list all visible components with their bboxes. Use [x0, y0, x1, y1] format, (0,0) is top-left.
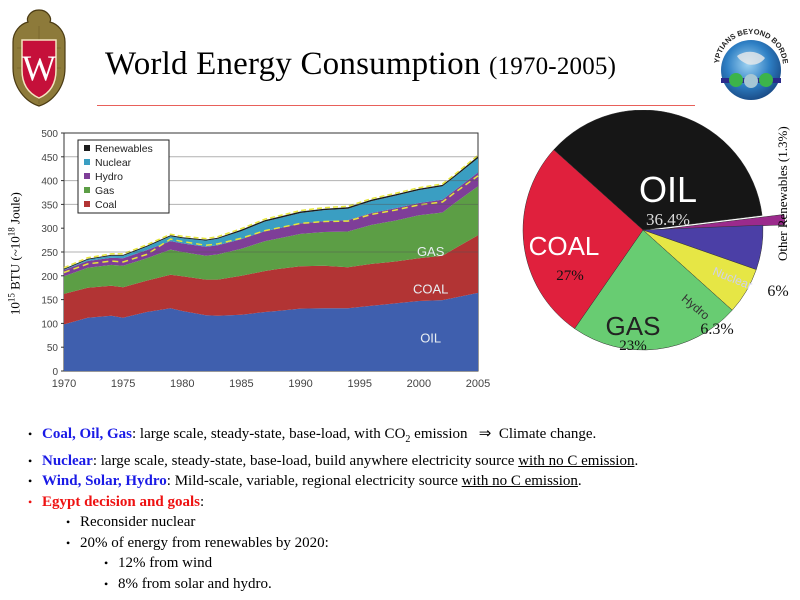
bullet-head: Nuclear — [42, 452, 93, 469]
bullet-fossil: • Coal, Oil, Gas: large scale, steady-sta… — [28, 424, 798, 451]
bullet-head: Wind, Solar, Hydro — [42, 473, 167, 489]
stacked-area-chart: 0 50 100 150 200 250 300 350 400 450 500 1970 1975 19… — [41, 129, 490, 390]
annotation-coal: COAL — [413, 281, 448, 296]
legend-swatch-nuclear — [84, 159, 90, 165]
bullet-text: 20% of energy from renewables by 2020: — [80, 534, 329, 551]
other-renewables-label: Other Renewables (1.3%) — [775, 126, 790, 261]
co2-subscript: 2 — [405, 434, 411, 445]
y-tick-label: 300 — [41, 224, 58, 235]
legend-swatch-renewables — [84, 145, 90, 151]
bullet-text: : — [199, 493, 205, 510]
x-tick-label: 1970 — [52, 378, 76, 390]
title-text: World Energy Consumption — [105, 46, 481, 82]
legend-label-hydro: Hydro — [95, 171, 123, 183]
bullet-dot: • — [28, 474, 33, 488]
bullet-text: emission — [410, 426, 468, 442]
y-tick-label: 350 — [41, 200, 58, 211]
sub-sub-bullet: • 12% from wind — [28, 553, 798, 574]
fossil-envelope-line — [63, 175, 479, 274]
implies-arrow-icon: ⇒ — [478, 426, 492, 442]
y-tick-label: 200 — [41, 272, 58, 283]
x-tick-label: 2000 — [407, 378, 431, 390]
bullet-head: Egypt decision and goals — [42, 493, 200, 510]
university-crest-logo: W — [12, 9, 66, 107]
x-tick-label: 2005 — [466, 378, 490, 390]
pie-label-coal: COAL — [529, 231, 600, 261]
pie-pct-hydro: 6.3% — [700, 321, 733, 338]
bullet-text: : large scale, steady-state, base-load, … — [92, 452, 519, 469]
bullet-egypt: • Egypt decision and goals: — [28, 492, 798, 513]
bullet-dot: • — [28, 427, 33, 441]
bullet-text: Climate change. — [495, 426, 597, 442]
sub-bullet: • 20% of energy from renewables by 2020: — [28, 533, 798, 554]
x-tick-label: 1985 — [229, 378, 253, 390]
bullet-dot: • — [104, 556, 109, 570]
pie-slice-gas — [574, 229, 733, 351]
crest-letter: W — [22, 48, 56, 88]
legend-label-coal: Coal — [95, 199, 117, 211]
pie-pct-gas: 23% — [619, 338, 647, 354]
legend-box — [77, 139, 170, 214]
bullet-text: : Mild-scale, variable, regional electri… — [166, 473, 462, 489]
pie-pct-coal: 27% — [556, 268, 584, 284]
pie-slice-oil — [553, 110, 763, 231]
title-years: (1970-2005) — [488, 53, 617, 80]
bullet-head: Coal, Oil, Gas — [42, 426, 133, 442]
bullet-text: . — [577, 473, 582, 489]
legend-label-renewables: Renewables — [95, 143, 153, 155]
bullet-text: . — [634, 452, 639, 469]
pie-label-gas: GAS — [606, 311, 661, 341]
bullet-dot: • — [28, 453, 33, 468]
area-gas — [64, 186, 478, 294]
pie-pct-nuclear: 6% — [767, 283, 788, 300]
area-hydro — [64, 172, 478, 277]
x-tick-label: 1995 — [347, 378, 371, 390]
y-tick-label: 250 — [41, 248, 58, 259]
legend-swatch-coal — [84, 201, 90, 207]
bullet-text: Reconsider nuclear — [80, 514, 196, 530]
bullet-text: 8% from solar and hydro. — [118, 575, 272, 592]
pie-pct-oil: 36.4% — [646, 210, 690, 229]
title-underline — [97, 105, 695, 106]
slide-title: World Energy Consumption (1970-2005) — [105, 46, 616, 83]
area-coal — [64, 235, 478, 325]
bullet-list: • Coal, Oil, Gas: large scale, steady-sta… — [28, 424, 798, 594]
egyptians-beyond-borders-logo: EGYPTIANS BEYOND BORDERS — [707, 20, 790, 100]
total-envelope-line — [63, 154, 479, 269]
legend-swatch-hydro — [84, 173, 90, 179]
pie-slice-coal — [522, 149, 644, 329]
y-tick-label: 450 — [41, 153, 58, 164]
bullet-underlined: with no C emission — [461, 473, 578, 489]
area-oil — [64, 292, 478, 371]
y-tick-label: 500 — [41, 129, 58, 140]
x-tick-label: 1980 — [170, 378, 194, 390]
annotation-oil: OIL — [420, 330, 441, 345]
annotation-gas: GAS — [417, 244, 445, 259]
bullet-text: 12% from wind — [118, 555, 213, 571]
y-tick-label: 150 — [41, 296, 58, 307]
bullet-dot: • — [28, 494, 33, 509]
legend-swatch-gas — [84, 187, 90, 193]
x-tick-label: 1990 — [288, 378, 312, 390]
bullet-dot: • — [66, 515, 71, 529]
legend-label-nuclear: Nuclear — [95, 157, 132, 169]
legend-label-gas: Gas — [95, 185, 114, 197]
bullet-text: : large scale, steady-state, base-load, … — [132, 426, 406, 442]
bullet-dot: • — [104, 576, 109, 591]
y-tick-label: 50 — [47, 343, 59, 354]
bullet-renewables: • Wind, Solar, Hydro: Mild-scale, variabl… — [28, 471, 798, 492]
y-tick-label: 100 — [41, 319, 58, 330]
bullet-underlined: with no C emission — [518, 452, 635, 469]
bullet-nuclear: • Nuclear: large scale, steady-state, bas… — [28, 451, 798, 472]
area-nuclear — [64, 158, 478, 271]
sub-bullet: • Reconsider nuclear — [28, 512, 798, 533]
x-tick-label: 1975 — [111, 378, 135, 390]
y-tick-label: 400 — [41, 177, 58, 188]
y-tick-label: 0 — [52, 367, 58, 378]
sub-sub-bullet: • 8% from solar and hydro. — [28, 574, 798, 595]
bullet-dot: • — [66, 535, 71, 550]
pie-label-oil: OIL — [639, 169, 697, 210]
